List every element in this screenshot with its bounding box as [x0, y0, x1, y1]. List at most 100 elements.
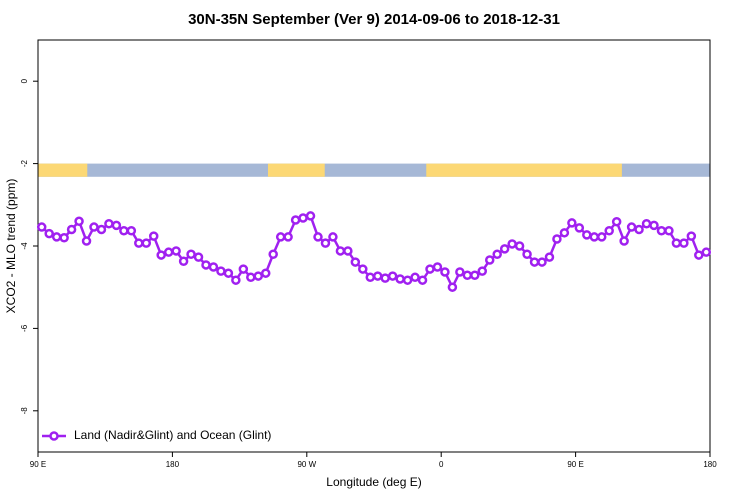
- data-point: [537, 257, 547, 267]
- data-point: [246, 272, 256, 283]
- data-point: [499, 244, 510, 254]
- data-point: [372, 271, 383, 281]
- data-point: [208, 262, 219, 272]
- data-point: [313, 232, 323, 242]
- data-point: [365, 272, 376, 283]
- data-point: [178, 256, 189, 266]
- data-point: [432, 262, 443, 272]
- data-point: [358, 264, 368, 274]
- data-point: [567, 218, 577, 228]
- data-point: [559, 228, 570, 238]
- x-tick-label: 180: [166, 460, 180, 469]
- data-point: [507, 239, 517, 249]
- data-point: [634, 224, 644, 235]
- data-point: [484, 255, 495, 265]
- legend-label: Land (Nadir&Glint) and Ocean (Glint): [74, 428, 271, 442]
- data-point: [455, 267, 465, 277]
- data-point: [387, 271, 398, 281]
- data-point: [104, 219, 114, 229]
- data-point: [686, 231, 697, 241]
- data-point: [477, 266, 488, 276]
- data-point: [596, 232, 607, 242]
- data-point: [44, 228, 54, 239]
- data-point: [522, 249, 532, 259]
- land-mask: [426, 163, 622, 177]
- data-point: [298, 213, 308, 223]
- data-point: [582, 230, 592, 240]
- data-point: [492, 249, 502, 259]
- data-point: [275, 232, 286, 242]
- data-point: [156, 250, 166, 260]
- data-point: [529, 257, 540, 267]
- land-mask: [38, 163, 88, 177]
- data-point: [66, 224, 77, 235]
- data-point: [148, 231, 159, 241]
- data-point: [231, 275, 241, 285]
- data-point: [238, 264, 249, 274]
- x-axis-label: Longitude (deg E): [326, 475, 421, 489]
- data-point: [111, 220, 122, 231]
- data-point: [51, 232, 62, 242]
- data-point: [163, 247, 174, 257]
- x-tick-label: 90 E: [567, 460, 583, 469]
- data-point: [171, 246, 181, 256]
- y-tick-label: 0: [20, 78, 29, 83]
- data-point: [96, 224, 107, 235]
- data-point: [604, 226, 614, 236]
- land-mask: [267, 163, 325, 177]
- data-point: [671, 238, 682, 248]
- data-point: [574, 223, 585, 233]
- data-point: [589, 232, 600, 242]
- data-point: [514, 241, 525, 251]
- data-point: [193, 252, 204, 262]
- data-point: [290, 215, 301, 225]
- data-point: [417, 275, 428, 285]
- x-tick-label: 180: [703, 460, 717, 469]
- data-point: [119, 226, 129, 236]
- data-point: [74, 216, 84, 227]
- data-point: [343, 246, 353, 256]
- x-tick-label: 90 W: [297, 460, 316, 469]
- data-point: [544, 252, 555, 262]
- data-point: [656, 226, 667, 236]
- data-point: [694, 250, 704, 260]
- data-point: [253, 271, 264, 281]
- data-point: [134, 238, 144, 248]
- data-point: [260, 268, 271, 278]
- data-point: [126, 226, 137, 236]
- data-point: [380, 273, 390, 283]
- data-point: [305, 211, 316, 221]
- data-point: [470, 270, 480, 281]
- data-point: [186, 249, 196, 259]
- x-tick-label: 0: [439, 460, 444, 469]
- data-point: [664, 226, 674, 236]
- data-point: [335, 246, 346, 256]
- chart-title: 30N-35N September (Ver 9) 2014-09-06 to …: [188, 11, 560, 28]
- data-point: [89, 222, 99, 232]
- data-point: [611, 216, 622, 227]
- y-axis-label: XCO2 - MLO trend (ppm): [4, 179, 18, 314]
- data-point: [440, 267, 450, 277]
- data-point: [350, 257, 361, 267]
- y-tick-label: -6: [20, 324, 29, 332]
- legend-marker: [49, 431, 59, 441]
- data-point: [216, 266, 226, 276]
- data-point: [462, 270, 473, 281]
- data-point: [223, 268, 234, 278]
- data-point: [649, 220, 659, 231]
- data-point: [283, 232, 293, 242]
- data-point: [641, 219, 652, 229]
- data-point: [268, 249, 278, 259]
- data-point: [619, 236, 629, 246]
- y-tick-label: -2: [20, 159, 29, 167]
- data-point: [81, 236, 92, 246]
- data-point: [402, 275, 413, 285]
- data-point: [679, 238, 689, 248]
- data-point: [36, 222, 47, 232]
- x-tick-label: 90 E: [30, 460, 46, 469]
- data-point: [425, 264, 435, 274]
- data-point: [701, 247, 712, 257]
- data-point: [552, 234, 562, 244]
- data-point: [626, 222, 637, 232]
